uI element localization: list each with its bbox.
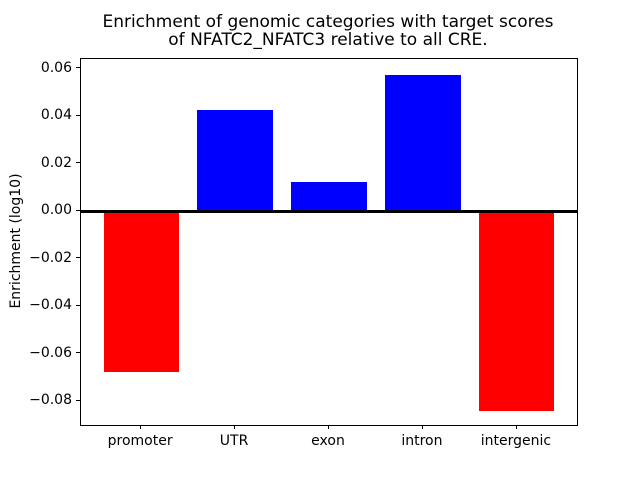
y-tick-mark bbox=[76, 114, 80, 116]
plot-area bbox=[80, 58, 578, 426]
bar-UTR bbox=[197, 109, 273, 212]
bar-exon bbox=[291, 182, 367, 212]
chart-title: Enrichment of genomic categories with ta… bbox=[80, 13, 576, 49]
y-tick-mark bbox=[76, 162, 80, 164]
x-tick-mark bbox=[234, 425, 236, 429]
y-tick-mark bbox=[76, 304, 80, 306]
x-tick-label-intron: intron bbox=[401, 433, 443, 449]
y-tick-label: 0.06 bbox=[40, 59, 72, 76]
y-tick-mark bbox=[76, 209, 80, 211]
y-tick-mark bbox=[76, 399, 80, 401]
y-tick-mark bbox=[76, 67, 80, 68]
y-tick-label: −0.02 bbox=[29, 249, 72, 266]
y-tick-label: −0.06 bbox=[29, 344, 72, 361]
x-tick-label-intergenic: intergenic bbox=[480, 433, 552, 449]
y-axis-label: Enrichment (log10) bbox=[8, 173, 24, 309]
x-tick-mark bbox=[140, 425, 142, 429]
y-tick-mark bbox=[76, 352, 80, 354]
x-tick-label-promoter: promoter bbox=[107, 433, 173, 449]
bar-intron bbox=[385, 75, 461, 212]
x-tick-label-UTR: UTR bbox=[219, 433, 249, 449]
x-tick-mark bbox=[421, 425, 423, 429]
y-tick-label: −0.08 bbox=[29, 392, 72, 409]
y-tick-label: −0.04 bbox=[29, 297, 72, 314]
x-tick-mark bbox=[515, 425, 517, 429]
y-tick-label: 0.04 bbox=[40, 107, 72, 124]
zero-line bbox=[81, 209, 577, 213]
y-tick-label: 0.00 bbox=[40, 202, 72, 219]
y-tick-label: 0.02 bbox=[40, 154, 72, 171]
x-tick-mark bbox=[328, 425, 329, 429]
chart-title-line1: Enrichment of genomic categories with ta… bbox=[102, 12, 554, 32]
x-tick-label-exon: exon bbox=[311, 433, 345, 449]
y-tick-mark bbox=[76, 257, 80, 259]
chart-title-line2: of NFATC2_NFATC3 relative to all CRE. bbox=[168, 30, 488, 50]
bar-promoter bbox=[103, 211, 179, 372]
bar-intergenic bbox=[479, 211, 555, 412]
